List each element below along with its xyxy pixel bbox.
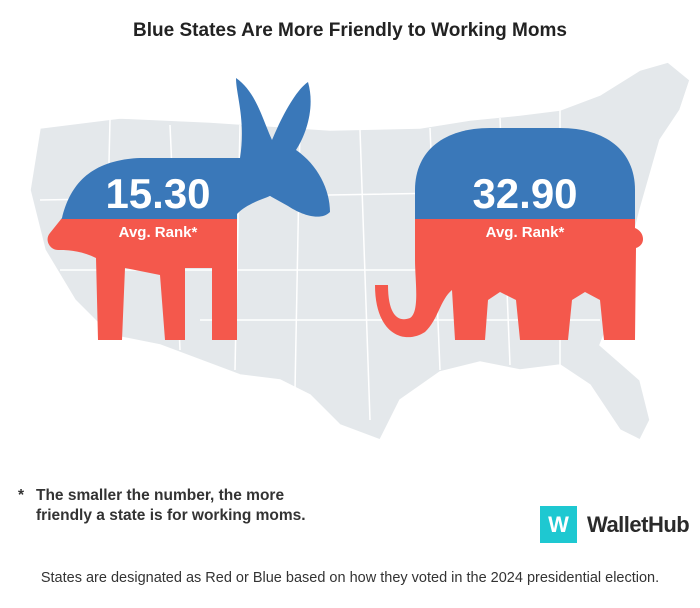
footnote-line1: The smaller the number, the more: [36, 487, 285, 504]
republican-value: 32.90: [472, 170, 578, 217]
footnote-line2: friendly a state is for working moms.: [36, 507, 306, 524]
elephant-icon: [375, 128, 644, 340]
logo-mark: W: [540, 506, 577, 543]
source-note: States are designated as Red or Blue bas…: [40, 570, 660, 586]
democrat-value: 15.30: [105, 170, 211, 217]
wallethub-logo: W WalletHub: [540, 506, 690, 543]
donkey-icon: [48, 78, 330, 340]
footnote-marker: *: [18, 487, 25, 504]
logo-name: WalletHub: [587, 511, 690, 537]
democrat-label: Avg. Rank*: [118, 224, 198, 241]
page-title: Blue States Are More Friendly to Working…: [133, 20, 567, 41]
republican-label: Avg. Rank*: [485, 224, 565, 241]
footnote: * The smaller the number, the more frien…: [18, 486, 306, 526]
